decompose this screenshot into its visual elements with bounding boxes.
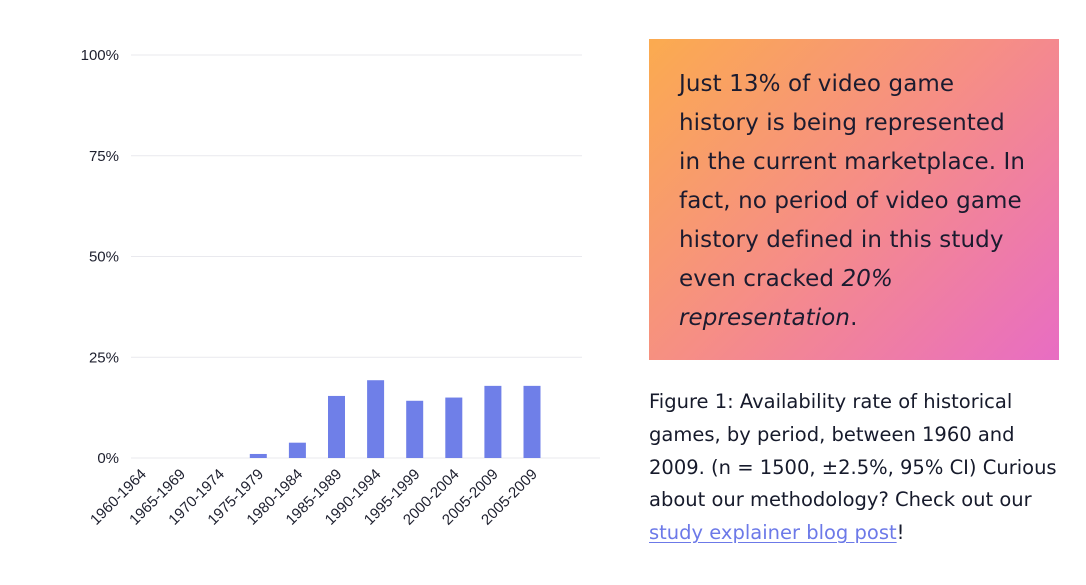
bar	[367, 380, 385, 458]
bar	[523, 385, 541, 458]
callout-end: .	[850, 305, 858, 331]
bar	[406, 400, 424, 458]
y-axis-ticks: 0% 25% 50% 75% 100%	[81, 47, 119, 467]
bar	[484, 385, 502, 458]
figure-caption: Figure 1: Availability rate of historica…	[649, 386, 1069, 550]
x-axis-ticks: 1960-19641965-19691970-19741975-19791980…	[87, 466, 541, 529]
bar	[249, 453, 267, 458]
caption-end: !	[896, 521, 905, 545]
y-tick-label: 25%	[89, 349, 119, 366]
y-tick-label: 0%	[97, 450, 119, 467]
y-tick-label: 100%	[81, 47, 119, 64]
callout-emphasis: 20% representation	[679, 266, 893, 331]
key-finding-callout: Just 13% of video game history is being …	[649, 39, 1059, 360]
caption-text: Figure 1: Availability rate of historica…	[649, 390, 1057, 512]
chart-gridlines	[131, 54, 600, 459]
y-tick-label: 50%	[89, 249, 119, 266]
study-explainer-link[interactable]: study explainer blog post	[649, 521, 897, 545]
bar	[445, 397, 463, 458]
callout-text: Just 13% of video game history is being …	[679, 71, 1026, 292]
y-tick-label: 75%	[89, 148, 119, 165]
bar	[328, 395, 345, 458]
chart-bars	[249, 380, 541, 458]
bar	[288, 442, 306, 458]
availability-bar-chart: 0% 25% 50% 75% 100% 1960-19641965-19691970-1…	[81, 47, 600, 529]
